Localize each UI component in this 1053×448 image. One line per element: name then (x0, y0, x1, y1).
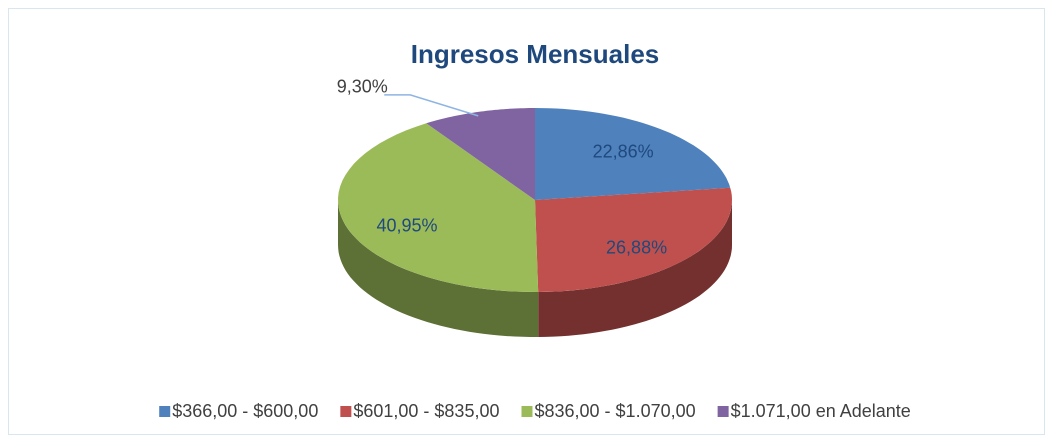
legend-swatch (717, 406, 729, 417)
legend-label: $366,00 - $600,00 (172, 401, 318, 421)
pie-slice-side (338, 200, 539, 337)
pie-slice (338, 123, 539, 292)
legend-swatch (159, 406, 171, 417)
legend-swatch (340, 406, 352, 417)
legend-label: $601,00 - $835,00 (353, 401, 499, 421)
leader-line (384, 94, 479, 117)
pie-slice (535, 187, 732, 292)
pie-slice (535, 108, 731, 200)
data-label: 22,86% (593, 142, 654, 162)
chart-title: Ingresos Mensuales (411, 39, 660, 69)
data-label: 26,88% (606, 238, 667, 258)
pie-slice-side (538, 200, 732, 337)
data-label: 40,95% (377, 215, 438, 235)
pie-slice (426, 108, 535, 200)
legend-swatch (521, 406, 533, 417)
legend-label: $836,00 - $1.070,00 (534, 401, 695, 421)
data-label: 9,30% (337, 77, 388, 97)
legend-label: $1.071,00 en Adelante (731, 401, 911, 421)
